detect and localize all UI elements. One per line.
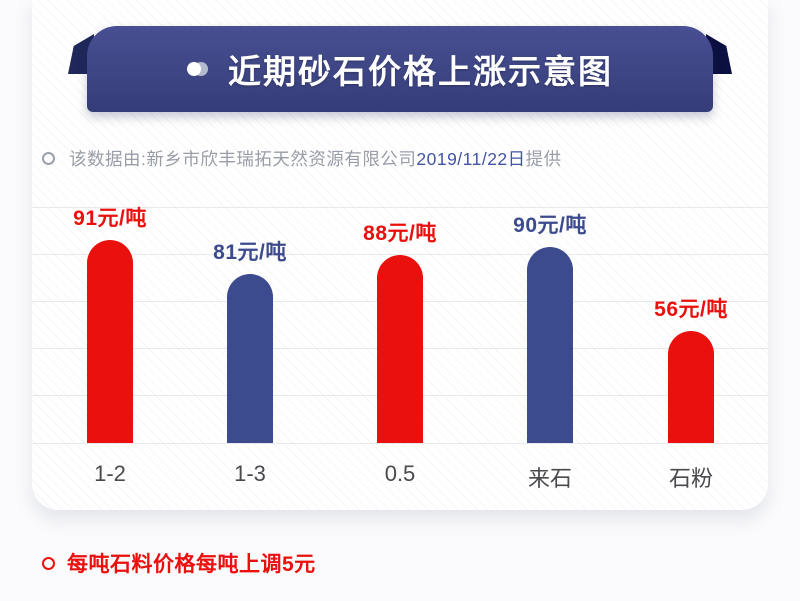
bar-value-label: 90元/吨: [513, 214, 587, 237]
page-title: 近期砂石价格上涨示意图: [228, 53, 613, 90]
data-source-suffix: 提供: [525, 149, 562, 169]
data-source-text: 该数据由:新乡市欣丰瑞拓天然资源有限公司2019/11/22日提供: [69, 146, 562, 171]
bar-1-3: [227, 274, 273, 443]
bar-category-label: 1-3: [234, 461, 266, 486]
title-bullet-icon: [187, 62, 208, 76]
footer-note-line: 每吨石料价格每吨上调5元: [42, 548, 316, 578]
bar-value-label: 56元/吨: [654, 298, 728, 321]
bar-来石: [527, 247, 573, 443]
bar-value-label: 81元/吨: [213, 241, 287, 264]
data-source-date: 2019/11/22日: [416, 149, 526, 169]
footer-note: 每吨石料价格每吨上调5元: [67, 553, 316, 576]
bar-chart: 91元/吨 1-2 81元/吨 1-3 88元/吨 0.5 90元/吨来石 56元/吨石粉: [32, 0, 768, 514]
data-source-line: 该数据由:新乡市欣丰瑞拓天然资源有限公司2019/11/22日提供: [42, 146, 562, 171]
bar-1-2: [87, 240, 133, 443]
bar-0.5: [377, 255, 423, 443]
gridline: [32, 443, 768, 444]
bar-石粉: [668, 331, 714, 443]
data-source-prefix: 该数据由:新乡市欣丰瑞拓天然资源有限公司: [69, 149, 417, 169]
bar-category-label: 0.5: [384, 461, 416, 486]
bar-value-label: 91元/吨: [73, 207, 147, 230]
bar-category-label: 来石: [527, 466, 573, 491]
header-banner: 近期砂石价格上涨示意图: [87, 26, 713, 112]
gridline: [32, 207, 768, 208]
footer-bullet-icon: [42, 556, 55, 570]
subtitle-bullet-icon: [42, 152, 55, 165]
bar-category-label: 石粉: [668, 466, 714, 491]
bar-value-label: 88元/吨: [363, 222, 437, 245]
gridline: [32, 254, 768, 255]
bar-category-label: 1-2: [94, 461, 126, 486]
